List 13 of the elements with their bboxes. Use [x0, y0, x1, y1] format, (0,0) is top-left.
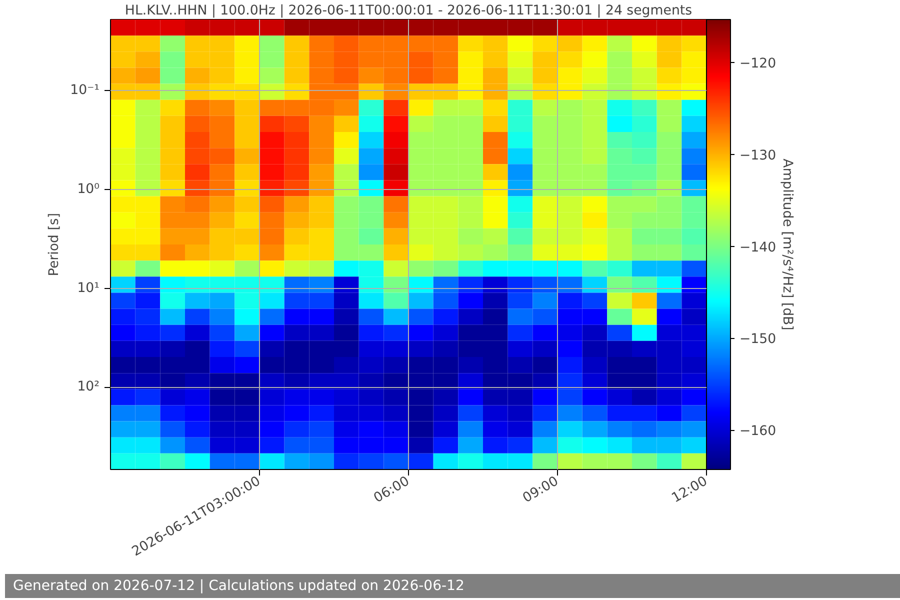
- color-bar-title: Amplitude [m²/s⁴/Hz] [dB]: [780, 158, 794, 330]
- color-bar-label: −160: [740, 424, 776, 440]
- color-bar-label: −150: [740, 332, 776, 348]
- color-bar-label: −120: [740, 56, 776, 72]
- y-axis-title: Period [s]: [47, 212, 62, 276]
- chart-title: HL.KLV..HHN | 100.0Hz | 2026-06-11T00:00:01 - 2026-06-11T11:30:01 | 24 segments: [124, 4, 692, 18]
- y-tick-label: 10¹: [77, 280, 100, 296]
- color-bar-label: −130: [740, 148, 776, 164]
- y-tick-label: 10⁰: [77, 182, 100, 197]
- text: Generated on 2026-07-12 | Calculations updated on 2026-06-12: [13, 577, 464, 596]
- y-tick-label: 10⁻¹: [70, 83, 100, 98]
- y-tick-label: 10²: [77, 380, 100, 395]
- color-bar-label: −140: [740, 240, 776, 256]
